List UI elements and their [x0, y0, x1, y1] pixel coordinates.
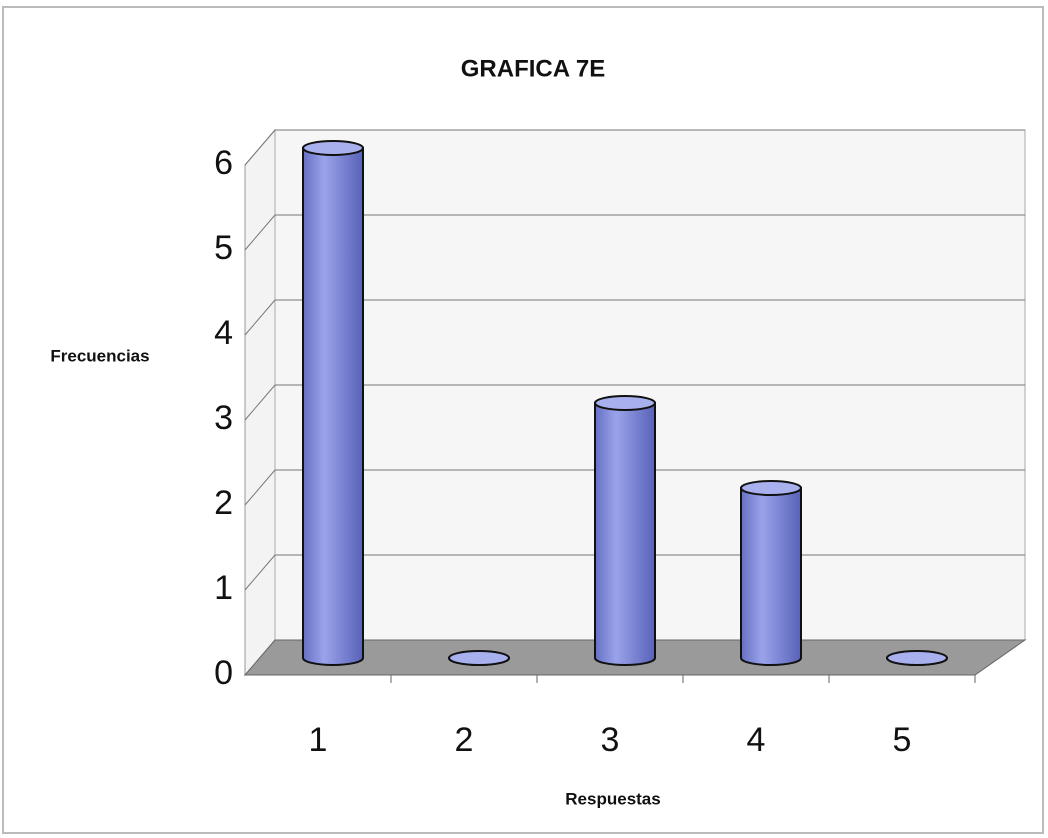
x-tick-label: 1 — [309, 721, 328, 759]
x-tick-label: 4 — [747, 721, 766, 759]
bar — [740, 487, 802, 666]
grid-line — [244, 214, 276, 251]
y-axis-label: Frecuencias — [50, 346, 149, 365]
x-axis-label: Respuestas — [565, 789, 660, 808]
grid-line — [244, 469, 276, 506]
bar — [302, 147, 364, 666]
grid-line — [244, 554, 276, 591]
y-tick-label: 0 — [214, 654, 233, 692]
bar — [594, 402, 656, 666]
y-tick-label: 6 — [214, 144, 233, 182]
grid-line — [244, 384, 276, 421]
chart-title: GRAFICA 7E — [461, 55, 605, 82]
x-tick-label: 5 — [893, 721, 912, 759]
bar-top — [740, 480, 802, 496]
bar-top — [302, 140, 364, 156]
grid-line — [244, 299, 276, 336]
bar-top — [886, 650, 948, 666]
x-tick-label: 2 — [455, 721, 474, 759]
x-tick-label: 3 — [601, 721, 620, 759]
y-tick-label: 1 — [214, 569, 233, 607]
bar-top — [594, 395, 656, 411]
y-tick-label: 4 — [214, 314, 233, 352]
y-tick-label: 3 — [214, 399, 233, 437]
grid-line — [244, 129, 276, 166]
bar-top — [448, 650, 510, 666]
y-tick-label: 5 — [214, 229, 233, 267]
y-tick-label: 2 — [214, 484, 233, 522]
